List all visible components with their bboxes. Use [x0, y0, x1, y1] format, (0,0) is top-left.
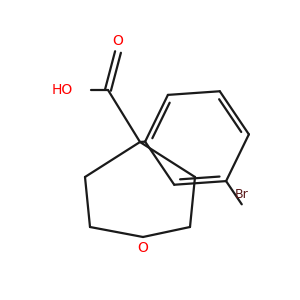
Text: Br: Br	[235, 188, 249, 201]
Text: O: O	[112, 34, 123, 48]
Text: O: O	[138, 241, 148, 255]
Text: HO: HO	[52, 83, 73, 97]
